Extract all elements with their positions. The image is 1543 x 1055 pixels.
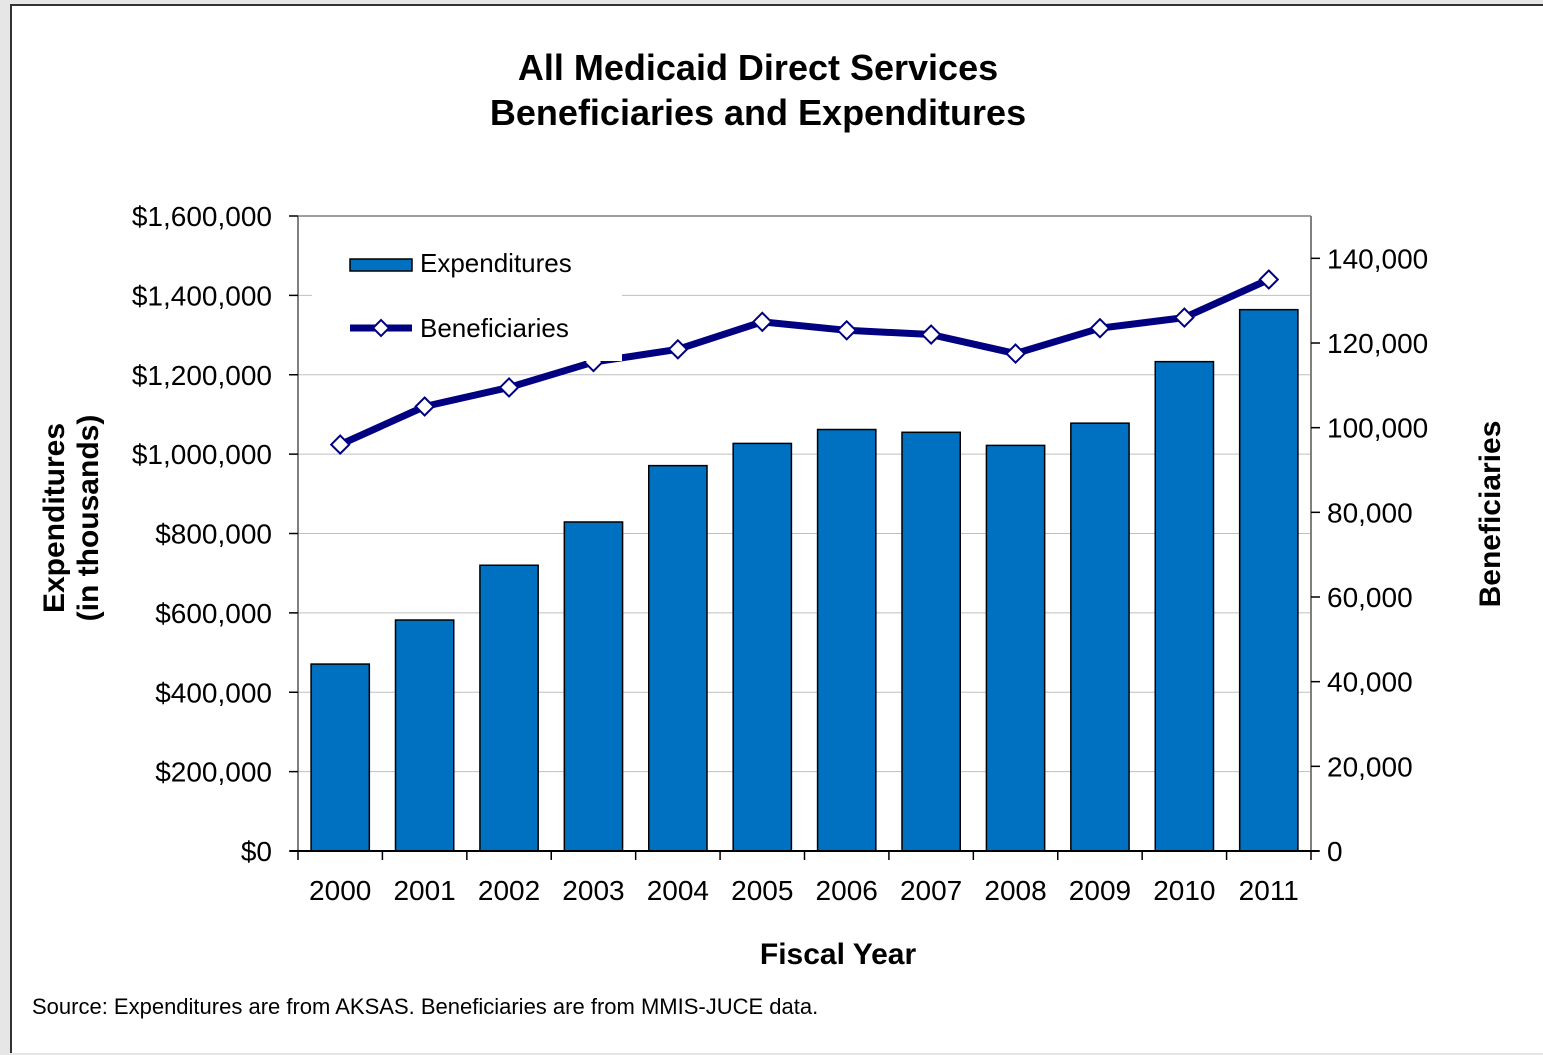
- y2-tick-label: 20,000: [1327, 751, 1413, 782]
- beneficiaries-point-2006: [836, 319, 858, 341]
- axis-titles: Fiscal Year Expenditures(in thousands) Ben…: [38, 415, 1507, 971]
- bar-2009: [1070, 422, 1130, 852]
- x-tick-label: 2006: [816, 875, 878, 906]
- y-axis-title: Expenditures(in thousands): [38, 415, 105, 622]
- y-tick-label: $400,000: [155, 677, 272, 708]
- bar-2007: [901, 431, 961, 852]
- y2-tick-label: 60,000: [1327, 582, 1413, 613]
- y2-tick-label: 120,000: [1327, 328, 1428, 359]
- beneficiaries-point-2004: [667, 338, 689, 360]
- chart-title: All Medicaid Direct ServicesBeneficiarie…: [490, 47, 1026, 133]
- x-tick-label: 2005: [731, 875, 793, 906]
- beneficiaries-point-2000: [329, 434, 351, 456]
- legend-marker-beneficiaries: [371, 318, 391, 338]
- x-tick-label: 2001: [393, 875, 455, 906]
- bar-2002: [479, 564, 539, 852]
- x-tick-label: 2009: [1069, 875, 1131, 906]
- legend-box: [312, 231, 622, 361]
- y-tick-label: $0: [241, 836, 272, 867]
- y-tick-label: $1,600,000: [132, 201, 272, 232]
- bar-2004: [648, 464, 708, 852]
- beneficiaries-point-2002: [498, 377, 520, 398]
- y2-axis-title: Beneficiaries: [1474, 421, 1507, 608]
- y2-tick-label: 140,000: [1327, 243, 1428, 274]
- beneficiaries-point-2011: [1258, 269, 1280, 290]
- y-tick-label: $800,000: [155, 519, 272, 550]
- beneficiaries-point-2008: [1005, 343, 1026, 364]
- y-axis-title-line: Expenditures: [38, 423, 71, 613]
- beneficiaries-point-2010: [1173, 307, 1195, 329]
- bar-2000: [310, 663, 371, 852]
- x-tick-label: 2003: [562, 875, 624, 906]
- beneficiaries-line: [329, 269, 1280, 456]
- chart-title-line: Beneficiaries and Expenditures: [490, 92, 1026, 133]
- legend-label-expenditures: Expenditures: [420, 248, 572, 278]
- x-tick-label: 2007: [900, 875, 962, 906]
- chart-frame: All Medicaid Direct Services Beneficiarie…: [10, 4, 1543, 1053]
- y-tick-label: $1,200,000: [132, 360, 272, 391]
- x-tick-label: 2008: [984, 875, 1046, 906]
- y-tick-label: $200,000: [155, 757, 272, 788]
- x-tick-label: 2002: [478, 875, 540, 906]
- y2-tick-label: 40,000: [1327, 667, 1413, 698]
- x-tick-label: 2011: [1239, 875, 1299, 906]
- y-tick-label: $1,400,000: [132, 280, 272, 311]
- x-axis-title: Fiscal Year: [760, 938, 917, 971]
- y-axis-title-line: (in thousands): [72, 415, 105, 622]
- y2-tick-label: 100,000: [1327, 413, 1428, 444]
- x-tick-label: 2004: [647, 875, 709, 906]
- beneficiaries-point-2007: [920, 324, 942, 345]
- beneficiaries-point-2009: [1089, 317, 1111, 339]
- source-note: Source: Expenditures are from AKSAS. Ben…: [32, 994, 818, 1019]
- bar-2010: [1154, 360, 1215, 852]
- axes: $0 $200,000 $400,000 $600,000 $800,000 $1,000…: [132, 201, 1428, 906]
- beneficiaries-point-2001: [414, 396, 436, 417]
- legend-swatch-expenditures: [349, 258, 413, 272]
- legend: Expenditures Beneficiaries: [312, 231, 622, 361]
- bar-2003: [563, 521, 624, 852]
- y-tick-label: $600,000: [155, 598, 272, 629]
- expenditures-bars: [310, 308, 1299, 852]
- bar-2008: [985, 444, 1046, 852]
- beneficiaries-point-2005: [751, 311, 773, 333]
- legend-label-beneficiaries: Beneficiaries: [420, 313, 569, 343]
- bar-2001: [394, 619, 455, 852]
- bar-2006: [816, 428, 877, 852]
- chart-title-line: All Medicaid Direct Services: [518, 47, 998, 88]
- y-tick-label: $1,000,000: [132, 439, 272, 470]
- x-tick-label: 2010: [1153, 875, 1215, 906]
- beneficiaries-series-line: [338, 276, 1271, 448]
- y2-tick-label: 0: [1327, 836, 1343, 867]
- y2-tick-label: 80,000: [1327, 497, 1413, 528]
- bar-2011: [1238, 308, 1299, 852]
- x-tick-label: 2000: [309, 875, 371, 906]
- bar-2005: [732, 442, 793, 852]
- chart-svg: All Medicaid Direct ServicesBeneficiarie…: [32, 47, 1507, 1019]
